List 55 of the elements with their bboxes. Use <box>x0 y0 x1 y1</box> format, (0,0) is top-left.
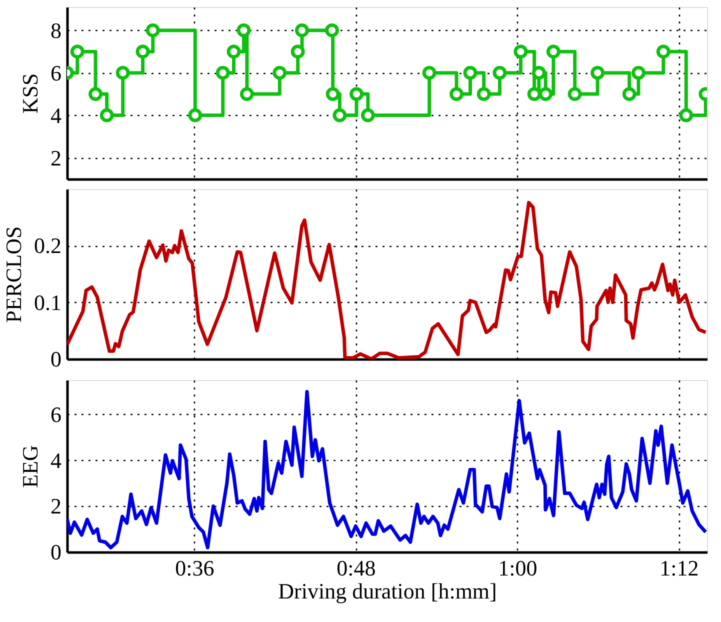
point <box>360 108 375 122</box>
point <box>422 66 436 80</box>
y-tick-label: 6 <box>50 402 62 427</box>
y-tick-label: 2 <box>50 494 62 519</box>
point <box>188 108 202 122</box>
point <box>236 23 251 38</box>
point <box>136 44 150 59</box>
x-tick-label: 0:36 <box>175 556 214 580</box>
point <box>590 66 605 80</box>
point <box>568 87 582 102</box>
point <box>290 44 305 59</box>
point <box>656 44 670 59</box>
line-series <box>67 390 707 550</box>
point <box>527 87 542 102</box>
y-tick-label: 0 <box>50 540 62 564</box>
point <box>88 87 103 102</box>
y-tick-label: 6 <box>50 60 62 86</box>
point <box>450 87 464 102</box>
y-tick-label: 4 <box>50 102 62 128</box>
point <box>332 108 347 122</box>
point <box>272 66 287 80</box>
point <box>116 66 130 80</box>
point <box>463 66 478 80</box>
point <box>679 108 694 122</box>
point <box>350 87 364 102</box>
point <box>240 87 254 102</box>
point <box>492 66 507 80</box>
y-tick-label: 8 <box>50 18 62 43</box>
y-tick-label: 0.1 <box>34 290 62 315</box>
y-tick-label: 4 <box>50 448 62 473</box>
y-axis-title: KSS <box>18 73 42 114</box>
x-axis-title: Driving duration [h:mm] <box>278 578 497 604</box>
point <box>226 44 241 59</box>
point <box>295 23 309 38</box>
point <box>546 44 560 59</box>
point <box>631 66 646 80</box>
y-tick-label: 0 <box>50 346 62 372</box>
point <box>476 87 491 102</box>
point <box>100 108 114 122</box>
point <box>70 44 84 59</box>
point <box>532 66 546 80</box>
point <box>146 23 160 38</box>
point <box>326 87 340 102</box>
y-tick-label: 0.2 <box>34 233 62 258</box>
x-tick-label: 1:12 <box>660 556 699 580</box>
x-tick-label: 0:48 <box>336 556 376 580</box>
y-tick-label: 2 <box>50 145 62 170</box>
x-tick-label: 1:00 <box>498 556 538 580</box>
y-axis-title: PERCLOS <box>1 226 26 323</box>
point <box>514 44 528 59</box>
point <box>325 23 340 38</box>
point <box>622 87 636 102</box>
point <box>538 87 553 102</box>
point <box>216 66 230 80</box>
y-axis-title: EEG <box>18 445 42 488</box>
